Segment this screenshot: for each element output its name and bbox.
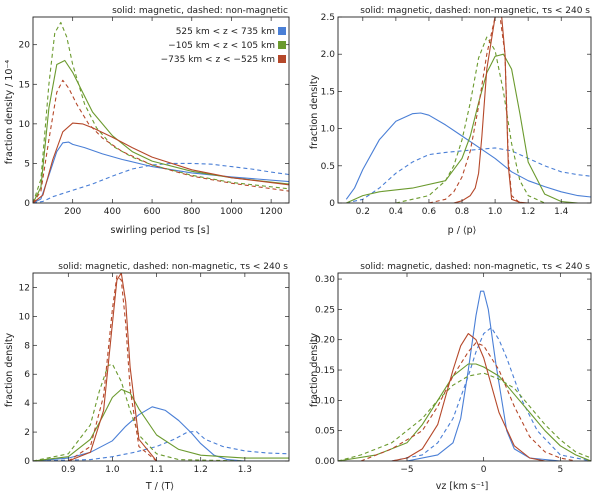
x-tick-label: 1.1 xyxy=(149,465,163,475)
y-tick-label: 0.5 xyxy=(321,162,335,172)
x-axis-label: p / ⟨p⟩ xyxy=(448,225,477,236)
series-line-blue-dashed xyxy=(33,162,289,203)
x-axis-label: vz [km s⁻¹] xyxy=(436,481,489,492)
y-tick-label: 0 xyxy=(329,199,335,209)
plot-frame xyxy=(337,16,592,204)
legend-swatch xyxy=(278,55,286,63)
series-line-red-solid xyxy=(453,17,529,203)
plot-frame xyxy=(337,272,592,462)
series-line-green-solid xyxy=(33,388,289,461)
y-tick-label: 12 xyxy=(19,283,30,293)
y-tick-label: 10 xyxy=(19,120,31,130)
y-tick-label: 8 xyxy=(24,341,30,351)
y-tick-label: 1.5 xyxy=(321,87,335,97)
panel-temperature: solid: magnetic, dashed: non-magnetic, τ… xyxy=(4,262,290,492)
y-axis-label: fraction density xyxy=(309,74,320,149)
series-line-blue-solid xyxy=(33,141,289,203)
x-axis-label: swirling period τs [s] xyxy=(111,225,210,236)
x-tick-label: 1000 xyxy=(220,207,243,217)
legend-label: −105 km < z < 105 km xyxy=(168,41,275,51)
series-line-blue-dashed xyxy=(346,147,591,203)
y-axis-label: fraction density / 10⁻⁴ xyxy=(4,60,15,165)
x-tick-label: 1.2 xyxy=(521,207,535,217)
y-tick-label: 2.5 xyxy=(321,13,335,23)
x-tick-label: 0 xyxy=(481,465,487,475)
panel-title: solid: magnetic, dashed: non-magnetic, τ… xyxy=(58,262,288,272)
series-line-red-dashed xyxy=(33,79,289,203)
x-tick-label: 5 xyxy=(557,465,563,475)
y-axis-label: fraction density xyxy=(4,332,15,407)
x-tick-label: 1.0 xyxy=(488,207,503,217)
y-tick-label: 0.20 xyxy=(315,336,335,346)
x-tick-label: 600 xyxy=(143,207,160,217)
x-tick-label: 1.3 xyxy=(238,465,252,475)
y-tick-label: 20 xyxy=(19,41,31,51)
panel-title: solid: magnetic, dashed: non-magnetic, τ… xyxy=(360,262,590,272)
x-tick-label: 400 xyxy=(104,207,121,217)
y-tick-label: 0.30 xyxy=(315,275,335,285)
series-line-green-dashed xyxy=(33,21,289,203)
y-tick-label: 1.0 xyxy=(321,125,336,135)
series-line-red-solid xyxy=(68,273,158,461)
legend: 525 km < z < 735 km −105 km < z < 105 km… xyxy=(161,27,286,65)
y-tick-label: 4 xyxy=(24,399,30,409)
legend-swatch xyxy=(278,27,286,35)
plot-frame xyxy=(32,272,290,462)
series-line-red-dashed xyxy=(360,342,576,461)
legend-item: −735 km < z < −525 km xyxy=(161,55,286,65)
y-tick-label: 15 xyxy=(19,80,30,90)
y-tick-label: 0.25 xyxy=(315,305,335,315)
series-line-blue-solid xyxy=(33,406,289,461)
y-axis-label: fraction density xyxy=(309,332,320,407)
y-tick-label: 2.0 xyxy=(321,50,336,60)
y-tick-label: 0 xyxy=(24,457,30,467)
x-tick-label: 0.9 xyxy=(61,465,76,475)
x-tick-label: 1.4 xyxy=(554,207,569,217)
plot-frame xyxy=(32,16,290,204)
series-line-blue-solid xyxy=(345,112,591,200)
series-line-green-dashed xyxy=(33,363,245,461)
series-line-red-dashed xyxy=(67,275,157,461)
series-line-red-dashed xyxy=(428,17,521,203)
series-line-green-dashed xyxy=(395,36,545,203)
x-tick-label: −5 xyxy=(400,465,413,475)
y-tick-label: 0.00 xyxy=(315,457,335,467)
y-tick-label: 2 xyxy=(24,428,30,438)
y-tick-label: 6 xyxy=(24,370,30,380)
x-tick-label: 1.0 xyxy=(105,465,120,475)
y-tick-label: 0.15 xyxy=(315,366,335,376)
series-line-green-solid xyxy=(33,59,289,203)
x-tick-label: 0.6 xyxy=(422,207,437,217)
legend-label: −735 km < z < −525 km xyxy=(161,55,275,65)
series-line-green-solid xyxy=(338,363,591,461)
x-tick-label: 800 xyxy=(183,207,200,217)
legend-item: 525 km < z < 735 km xyxy=(176,27,286,37)
series-line-green-solid xyxy=(346,53,578,203)
series-line-red-solid xyxy=(391,333,546,461)
x-axis-label: T / ⟨T⟩ xyxy=(145,481,174,492)
y-tick-label: 0 xyxy=(24,199,30,209)
x-tick-label: 0.8 xyxy=(455,207,470,217)
x-tick-label: 200 xyxy=(64,207,81,217)
panel-title: solid: magnetic, dashed: non-magnetic, τ… xyxy=(360,6,590,16)
series-line-blue-dashed xyxy=(33,430,289,461)
x-tick-label: 0.4 xyxy=(389,207,404,217)
series-line-blue-dashed xyxy=(391,327,591,461)
y-tick-label: 0.10 xyxy=(315,396,335,406)
y-tick-label: 5 xyxy=(24,159,30,169)
x-tick-label: 0.2 xyxy=(356,207,370,217)
y-tick-label: 0.05 xyxy=(315,427,335,437)
y-tick-label: 10 xyxy=(19,312,31,322)
x-tick-label: 1.2 xyxy=(194,465,208,475)
x-tick-label: 1200 xyxy=(260,207,283,217)
legend-swatch xyxy=(278,41,286,49)
legend-label: 525 km < z < 735 km xyxy=(176,27,275,37)
panel-pressure: solid: magnetic, dashed: non-magnetic, τ… xyxy=(309,6,592,236)
panel-title: solid: magnetic, dashed: non-magnetic xyxy=(112,6,288,16)
legend-item: −105 km < z < 105 km xyxy=(168,41,286,51)
series-line-blue-solid xyxy=(406,290,561,461)
panel-swirling-period: solid: magnetic, dashed: non-magnetic fr… xyxy=(4,6,290,236)
panel-vertical-velocity: solid: magnetic, dashed: non-magnetic, τ… xyxy=(309,262,592,492)
